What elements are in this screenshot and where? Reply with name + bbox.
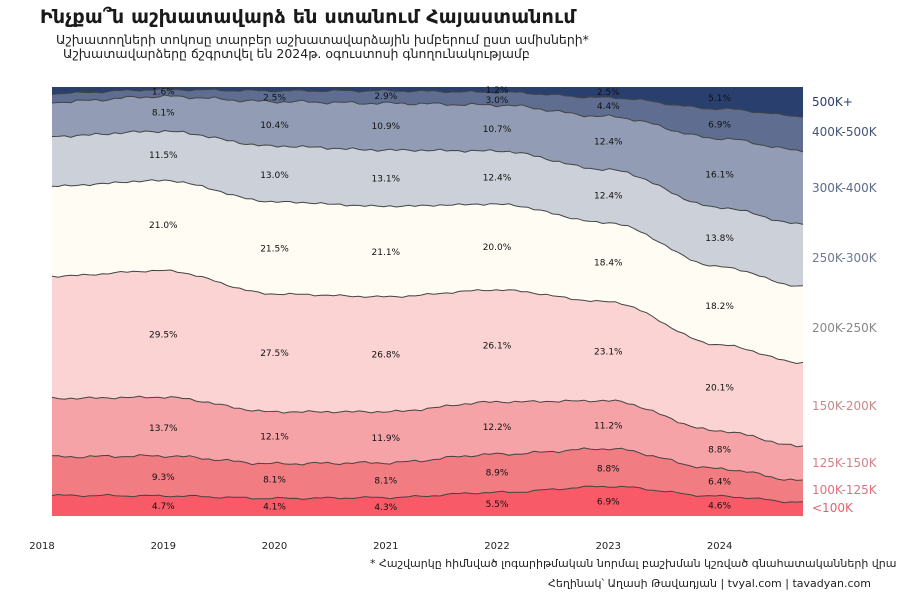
data-label-125k-150k-2021: 11.9% — [372, 434, 401, 444]
data-label-lt-100k-2023: 6.9% — [597, 498, 620, 508]
credits: Հեղինակ՝ Աղասի Թավադյան | tvyal.com | ta… — [548, 577, 871, 590]
boundary-line-150k-200k — [51, 269, 804, 365]
legend-label-150k-200k: 150K-200K — [812, 399, 878, 413]
x-tick-2021: 2021 — [373, 541, 398, 552]
data-label-250k-300k-2019: 11.5% — [149, 151, 178, 161]
area-400k-500k — [52, 88, 803, 152]
data-label-100k-125k-2022: 8.9% — [486, 469, 509, 479]
data-label-100k-125k-2019: 9.3% — [152, 473, 175, 483]
area-lt-100k — [52, 486, 803, 516]
data-label-500k-plus-2022: 1.2% — [486, 86, 509, 96]
data-label-200k-250k-2019: 21.0% — [149, 221, 178, 231]
data-label-150k-200k-2024: 20.1% — [705, 384, 734, 394]
data-label-300k-400k-2023: 12.4% — [594, 138, 623, 148]
boundary-line-250k-300k — [51, 129, 804, 225]
data-label-400k-500k-2023: 4.4% — [597, 102, 620, 112]
data-label-lt-100k-2024: 4.6% — [708, 502, 731, 512]
data-label-125k-150k-2022: 12.2% — [483, 423, 512, 433]
legend-label-300k-400k: 300K-400K — [812, 181, 878, 195]
data-label-400k-500k-2019: 1.6% — [152, 88, 175, 98]
boundary-line-125k-150k — [51, 395, 804, 448]
data-label-150k-200k-2021: 26.8% — [372, 351, 401, 361]
legend-layer: <100K 100K-125K 125K-150K 150K-200K 200K-250… — [812, 95, 878, 515]
area-150k-200k — [52, 270, 803, 447]
data-label-500k-plus-2024: 5.1% — [708, 94, 731, 104]
data-label-100k-125k-2021: 8.1% — [374, 477, 397, 487]
data-label-125k-150k-2019: 13.7% — [149, 424, 178, 434]
data-label-400k-500k-2024: 6.9% — [708, 120, 731, 130]
data-label-300k-400k-2020: 10.4% — [260, 121, 289, 131]
legend-label-400k-500k: 400K-500K — [812, 125, 878, 139]
data-label-200k-250k-2024: 18.2% — [705, 302, 734, 312]
data-label-150k-200k-2022: 26.1% — [483, 342, 512, 352]
data-label-300k-400k-2024: 16.1% — [705, 170, 734, 180]
data-label-200k-250k-2022: 20.0% — [483, 243, 512, 253]
data-label-300k-400k-2022: 10.7% — [483, 125, 512, 135]
data-label-300k-400k-2019: 8.1% — [152, 109, 175, 119]
data-label-125k-150k-2024: 8.8% — [708, 445, 731, 455]
data-label-500k-plus-2023: 2.5% — [597, 88, 620, 98]
x-axis: 2018 2019 2020 2021 2022 2023 2024 — [29, 541, 732, 552]
data-label-200k-250k-2020: 21.5% — [260, 244, 289, 254]
area-200k-250k — [52, 179, 803, 364]
area-125k-150k — [52, 396, 803, 481]
data-label-200k-250k-2023: 18.4% — [594, 258, 623, 268]
boundary-line-200k-250k — [51, 179, 804, 287]
data-label-100k-125k-2020: 8.1% — [263, 476, 286, 486]
x-tick-2024: 2024 — [707, 541, 732, 552]
legend-label-250k-300k: 250K-300K — [812, 251, 878, 265]
data-label-100k-125k-2024: 6.4% — [708, 478, 731, 488]
area-500k-plus — [52, 87, 803, 118]
boundary-line-400k-500k — [51, 87, 804, 118]
data-label-lt-100k-2022: 5.5% — [486, 500, 509, 510]
legend-label-100k-125k: 100K-125K — [812, 483, 878, 497]
data-label-250k-300k-2022: 12.4% — [483, 174, 512, 184]
data-label-125k-150k-2020: 12.1% — [260, 433, 289, 443]
data-label-lt-100k-2021: 4.3% — [374, 503, 397, 513]
legend-label-lt-100k: <100K — [812, 501, 854, 515]
data-label-100k-125k-2023: 8.8% — [597, 465, 620, 475]
chart-subtitle-line1: Աշխատողների տոկոսը տարբեր աշխատավարձային… — [56, 32, 589, 47]
data-label-250k-300k-2024: 13.8% — [705, 234, 734, 244]
data-label-150k-200k-2019: 29.5% — [149, 330, 178, 340]
data-label-150k-200k-2020: 27.5% — [260, 349, 289, 359]
x-tick-2022: 2022 — [484, 541, 509, 552]
x-tick-2020: 2020 — [262, 541, 287, 552]
footnote: * Հաշվարկը հիմնված լոգարիթմական նորմալ բ… — [370, 557, 897, 570]
boundary-line-100k-125k — [51, 447, 804, 481]
data-label-250k-300k-2023: 12.4% — [594, 192, 623, 202]
area-300k-400k — [52, 95, 803, 225]
data-label-lt-100k-2020: 4.1% — [263, 503, 286, 513]
boundary-line-lt-100k — [51, 485, 804, 504]
data-label-400k-500k-2021: 2.9% — [374, 92, 397, 102]
data-label-150k-200k-2023: 23.1% — [594, 348, 623, 358]
legend-label-200k-250k: 200K-250K — [812, 321, 878, 335]
area-250k-300k — [52, 130, 803, 287]
legend-label-500k-plus: 500K+ — [812, 95, 853, 109]
area-layer — [52, 87, 803, 516]
data-labels-layer: 4.7% 4.1% 4.3% 5.5% 6.9% 4.6% 9.3% 8.1% 8.1% 8.9%… — [149, 86, 734, 513]
data-label-400k-500k-2020: 2.5% — [263, 93, 286, 103]
data-label-300k-400k-2021: 10.9% — [372, 122, 401, 132]
boundary-line-300k-400k — [51, 94, 804, 153]
x-tick-2018: 2018 — [29, 541, 54, 552]
data-label-250k-300k-2020: 13.0% — [260, 171, 289, 181]
chart-title: Ինչքա՞ն աշխատավարձ են ստանում Հայաստանու… — [40, 6, 576, 28]
boundary-lines-layer — [51, 87, 804, 504]
x-tick-2019: 2019 — [151, 541, 176, 552]
data-label-125k-150k-2023: 11.2% — [594, 422, 623, 432]
data-label-200k-250k-2021: 21.1% — [372, 248, 401, 258]
x-tick-2023: 2023 — [596, 541, 621, 552]
legend-label-125k-150k: 125K-150K — [812, 456, 878, 470]
data-label-400k-500k-2022: 3.0% — [486, 96, 509, 106]
data-label-lt-100k-2019: 4.7% — [152, 502, 175, 512]
chart-subtitle-line2: Աշխատավարձերը ճշգրտվել են 2024թ. օգուստո… — [63, 46, 530, 61]
data-label-250k-300k-2021: 13.1% — [372, 175, 401, 185]
